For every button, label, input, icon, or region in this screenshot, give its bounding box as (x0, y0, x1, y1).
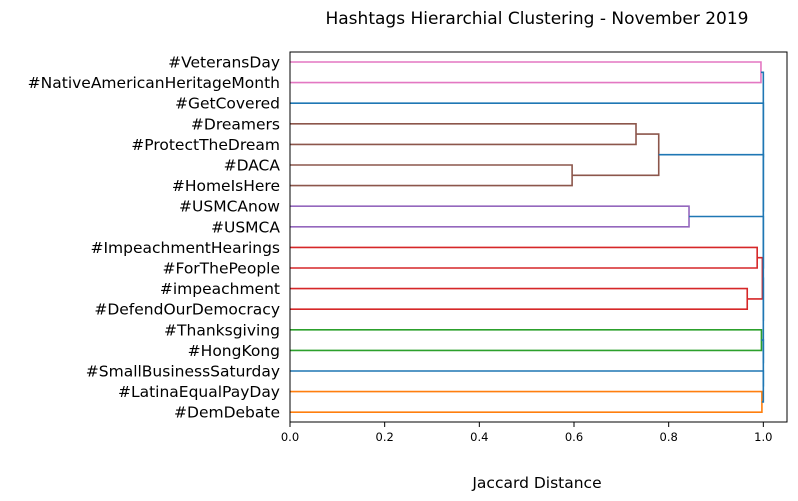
x-axis-ticks: 0.0 0.2 0.4 0.6 0.8 1.0 (281, 422, 772, 444)
x-tick-label: 1.0 (754, 430, 772, 444)
leaf-label: #USMCAnow (179, 198, 280, 216)
dendrogram-link (658, 153, 765, 269)
dendrogram-link (760, 71, 765, 158)
leaf-label: #NativeAmericanHeritageMonth (28, 74, 280, 92)
x-tick-label: 0.2 (376, 430, 394, 444)
dendrogram-link (290, 123, 637, 146)
leaf-label: #impeachment (160, 280, 280, 298)
x-tick-label: 0.4 (470, 430, 488, 444)
dendrogram-link (290, 287, 749, 311)
dendrogram-link (290, 61, 762, 84)
leaf-label: #Dreamers (191, 115, 280, 133)
leaf-label: #USMCA (211, 218, 280, 236)
leaf-label: #HomeIsHere (172, 177, 280, 195)
x-tick-label: 0.6 (565, 430, 583, 444)
leaf-label: #DemDebate (174, 404, 280, 422)
dendrogram-link (290, 370, 765, 403)
leaf-label: #SmallBusinessSaturday (86, 363, 280, 381)
leaf-label: #ProtectTheDream (131, 136, 280, 154)
plot-frame (289, 51, 788, 423)
dendrogram-link (290, 102, 765, 212)
x-tick-label: 0.0 (281, 430, 299, 444)
dendrogram-link (747, 256, 764, 300)
x-axis-label: Jaccard Distance (471, 474, 601, 492)
dendrogram-link (290, 246, 758, 269)
leaf-label: #DACA (224, 157, 281, 175)
leaf-label: #GetCovered (175, 95, 280, 113)
dendrogram-link (290, 205, 690, 228)
dendrogram-links (290, 61, 765, 414)
dendrogram-link (572, 133, 660, 177)
leaf-label: #HongKong (188, 342, 280, 360)
leaf-label: #VeteransDay (168, 54, 280, 72)
chart-title: Hashtags Hierarchial Clustering - Novemb… (325, 9, 748, 29)
leaf-label: #LatinaEqualPayDay (118, 383, 280, 401)
leaf-label: #ImpeachmentHearings (90, 239, 280, 257)
leaf-label: #DefendOurDemocracy (94, 301, 280, 319)
leaf-labels: #VeteransDay #NativeAmericanHeritageMonth… (28, 54, 281, 422)
dendrogram-link (290, 390, 763, 414)
x-tick-label: 0.8 (660, 430, 678, 444)
leaf-label: #ForThePeople (162, 260, 280, 278)
leaf-label: #Thanksgiving (164, 321, 280, 339)
dendrogram-link (290, 164, 573, 187)
dendrogram-link (290, 328, 763, 352)
